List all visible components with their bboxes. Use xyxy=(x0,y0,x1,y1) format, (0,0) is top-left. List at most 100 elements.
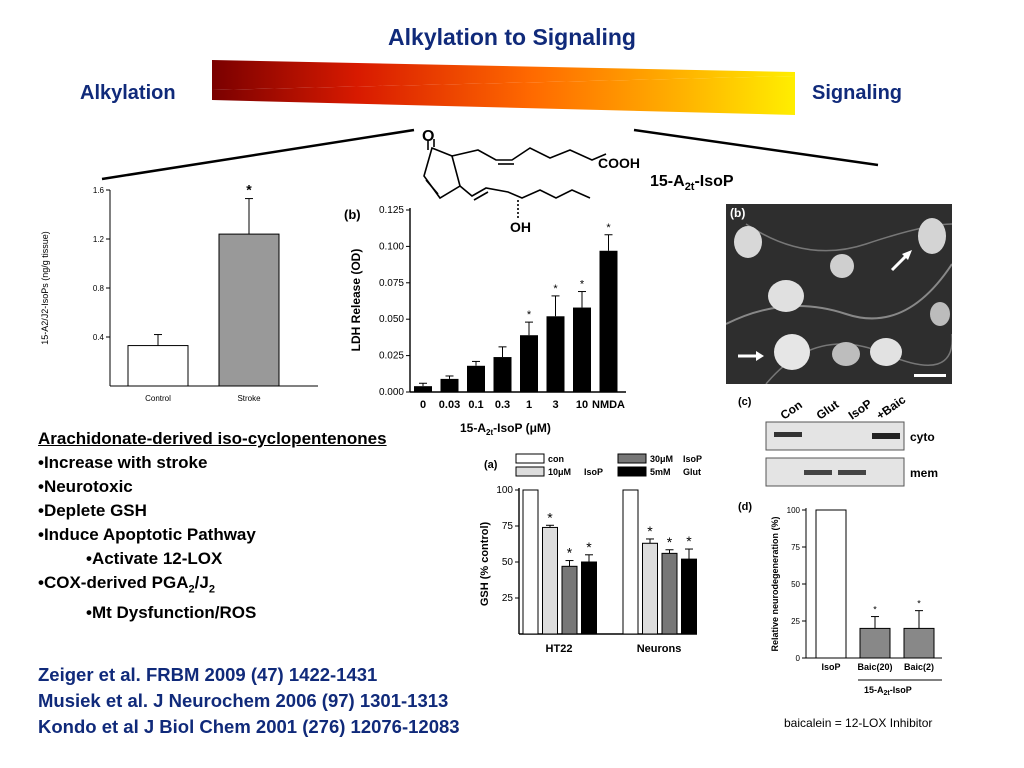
x-tick-label: Control xyxy=(145,394,171,403)
bullet-list: Arachidonate-derived iso-cyclopentenones… xyxy=(38,427,387,625)
bullet-subitem: •Activate 12-LOX xyxy=(86,549,223,568)
bar xyxy=(599,250,618,392)
gradient-wedge-top xyxy=(212,60,795,90)
x-axis-label: 15-A2t-IsoP (μM) xyxy=(460,421,551,437)
signaling-label: Signaling xyxy=(812,82,902,104)
lane-isop: IsoP xyxy=(846,396,875,422)
gradient-wedge-bottom xyxy=(212,76,795,115)
y-tick-label: 25 xyxy=(791,617,800,626)
bar xyxy=(661,552,678,635)
bar xyxy=(493,357,512,392)
row-mem: mem xyxy=(910,466,938,480)
y-tick-label: 1.6 xyxy=(93,186,105,195)
hydroxyl-group: OH xyxy=(510,219,531,235)
y-tick-label: 75 xyxy=(502,521,514,532)
significance-mark: * xyxy=(527,309,532,321)
carboxyl-group: COOH xyxy=(598,155,640,171)
x-tick-label: 0.03 xyxy=(439,399,460,411)
funnel-line-right xyxy=(633,128,879,167)
bar xyxy=(859,627,891,659)
x-tick-label: 3 xyxy=(552,399,558,411)
ldh-chart: (b) LDH Release (OD) 15-A2t-IsoP (μM) 0.… xyxy=(344,205,626,437)
y-tick-label: 75 xyxy=(791,543,800,552)
bullet-item: •Increase with stroke xyxy=(38,453,208,472)
y-axis-label: GSH (% control) xyxy=(479,522,491,607)
y-axis-label: Relative neurodegeneration (%) xyxy=(770,516,780,651)
bar xyxy=(542,526,558,635)
stroke-chart: 15-A2/J2-IsoPs (ng/g tissue) 0.4 0.8 1.2 1.… xyxy=(40,182,318,403)
y-tick-label: 0.100 xyxy=(379,241,404,252)
bar xyxy=(561,565,578,635)
legend-glut: Glut xyxy=(683,467,701,477)
significance-mark: * xyxy=(686,533,692,549)
reference: Zeiger et al. FRBM 2009 (47) 1422-1431 xyxy=(38,664,378,685)
y-tick-label: 0.8 xyxy=(93,284,105,293)
alkylation-label: Alkylation xyxy=(80,82,176,104)
footnote: baicalein = 12-LOX Inhibitor xyxy=(784,716,933,730)
y-axis-label: LDH Release (OD) xyxy=(349,249,363,352)
panel-label: (a) xyxy=(484,459,498,471)
y-tick-label: 0.025 xyxy=(379,351,404,362)
gsh-chart: (a) GSH (% control) con 10μM IsoP 30μM I… xyxy=(479,453,702,655)
group-label: 15-A2t-IsoP xyxy=(864,685,912,697)
legend-30um: 30μM xyxy=(650,454,673,464)
y-tick-label: 0 xyxy=(796,654,801,663)
significance-mark: * xyxy=(547,509,553,525)
bar xyxy=(414,386,432,392)
neurodegeneration-chart: (d) Relative neurodegeneration (%) 15-A2… xyxy=(738,501,942,697)
bar xyxy=(622,489,639,635)
bullet-item: •Deplete GSH xyxy=(38,501,147,520)
bullet-heading: Arachidonate-derived iso-cyclopentenones xyxy=(38,429,387,448)
x-tick-label: 0 xyxy=(420,399,426,411)
significance-mark: * xyxy=(553,283,558,295)
group-label: Neurons xyxy=(637,643,682,655)
y-tick-label: 0.125 xyxy=(379,205,404,216)
band xyxy=(804,470,832,475)
isoprostane-structure xyxy=(423,139,607,218)
significance-mark: * xyxy=(647,523,653,539)
panel-label: (d) xyxy=(738,501,752,513)
x-tick-label: 1 xyxy=(526,399,532,411)
references: Zeiger et al. FRBM 2009 (47) 1422-1431 M… xyxy=(38,662,460,740)
y-tick-label: 50 xyxy=(791,580,800,589)
bar xyxy=(522,489,539,635)
legend-isop: IsoP xyxy=(683,454,702,464)
significance-mark: * xyxy=(246,182,252,198)
bar xyxy=(127,345,189,387)
bar xyxy=(218,233,280,387)
bar xyxy=(681,558,697,635)
bar xyxy=(546,316,565,392)
x-tick-label: 0.1 xyxy=(468,399,483,411)
band xyxy=(838,470,866,475)
micrograph-image: (b) xyxy=(726,204,952,384)
bar xyxy=(903,627,935,659)
y-tick-label: 0.4 xyxy=(93,333,105,342)
bar xyxy=(581,561,597,635)
row-cyto: cyto xyxy=(910,430,935,444)
lane-baic: +Baic xyxy=(874,392,909,422)
band xyxy=(872,433,900,439)
bar xyxy=(520,335,538,392)
bullet-item: •Induce Apoptotic Pathway xyxy=(38,525,256,544)
group-label: HT22 xyxy=(546,643,573,655)
significance-mark: * xyxy=(567,545,573,561)
x-tick-label: NMDA xyxy=(592,399,625,411)
bullet-subitem: •Mt Dysfunction/ROS xyxy=(86,603,257,623)
bar xyxy=(642,542,658,635)
significance-mark: * xyxy=(606,222,611,234)
x-tick-label: 10 xyxy=(576,399,588,411)
funnel-line-left xyxy=(101,128,415,181)
significance-mark: * xyxy=(873,605,877,615)
micrograph-drawing xyxy=(726,204,952,384)
significance-mark: * xyxy=(917,599,921,609)
significance-mark: * xyxy=(586,539,592,555)
legend-isop: IsoP xyxy=(584,467,603,477)
y-tick-label: 100 xyxy=(787,506,801,515)
y-tick-label: 1.2 xyxy=(93,235,105,244)
y-tick-label: 100 xyxy=(496,485,513,496)
y-tick-label: 25 xyxy=(502,593,514,604)
legend-5mm: 5mM xyxy=(650,467,671,477)
bullet-item: •Neurotoxic xyxy=(38,477,133,496)
x-tick-label: IsoP xyxy=(821,662,840,672)
